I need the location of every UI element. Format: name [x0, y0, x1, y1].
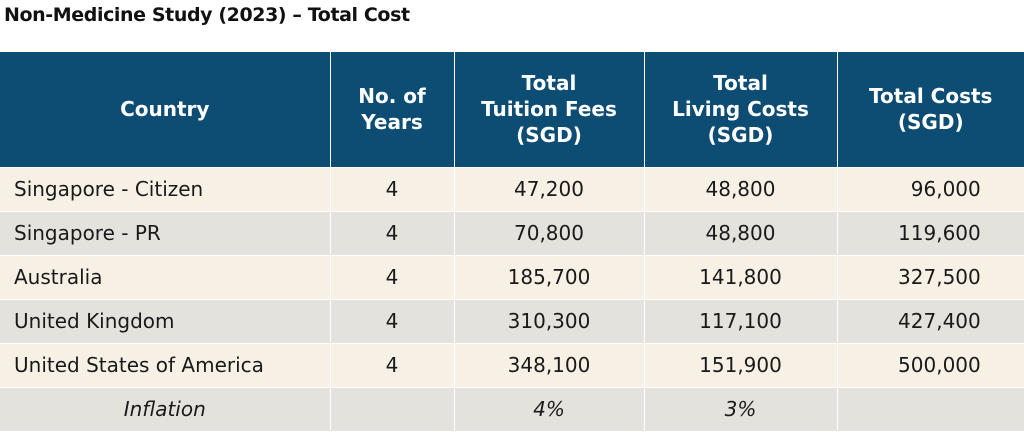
inflation-label: Inflation [0, 386, 331, 432]
table-row: United States of America 4 348,100 151,9… [0, 342, 1024, 388]
living-cell: 48,800 [643, 210, 838, 256]
header-line: (SGD) [897, 110, 964, 135]
years-cell: 4 [329, 210, 455, 256]
tuition-cell: 70,800 [453, 210, 645, 256]
living-cell: 48,800 [643, 166, 838, 212]
tuition-cell: 310,300 [453, 298, 645, 344]
years-cell: 4 [329, 254, 455, 300]
total-cell: 96,000 [836, 166, 1024, 212]
header-line: Total Costs [869, 84, 993, 109]
table-row: Singapore - PR 4 70,800 48,800 119,600 [0, 210, 1024, 256]
living-cell: 117,100 [643, 298, 838, 344]
header-row: Country No. of Years Total Tuition Fees … [0, 52, 1024, 167]
inflation-row: Inflation 4% 3% [0, 386, 1024, 432]
cost-table: Country No. of Years Total Tuition Fees … [0, 52, 1024, 432]
total-value: 500,000 [898, 353, 981, 377]
total-value: 427,400 [898, 309, 981, 333]
country-cell: United States of America [0, 342, 331, 388]
table-title: Non-Medicine Study (2023) – Total Cost [4, 4, 410, 26]
total-cell: 427,400 [836, 298, 1024, 344]
header-line: (SGD) [516, 123, 582, 148]
country-cell: Australia [0, 254, 331, 300]
header-line: (SGD) [707, 123, 774, 148]
header-line: Total [521, 71, 577, 96]
country-cell: Singapore - PR [0, 210, 331, 256]
years-cell: 4 [329, 342, 455, 388]
table-row: Singapore - Citizen 4 47,200 48,800 96,0… [0, 166, 1024, 212]
total-cell: 327,500 [836, 254, 1024, 300]
header-line: Country [120, 97, 210, 122]
years-cell: 4 [329, 166, 455, 212]
total-cell: 500,000 [836, 342, 1024, 388]
country-cell: United Kingdom [0, 298, 331, 344]
header-total: Total Costs (SGD) [836, 52, 1024, 167]
total-cell: 119,600 [836, 210, 1024, 256]
table-row: United Kingdom 4 310,300 117,100 427,400 [0, 298, 1024, 344]
total-cell [836, 386, 1024, 432]
header-years: No. of Years [329, 52, 455, 167]
header-country: Country [0, 52, 331, 167]
total-value: 119,600 [898, 221, 981, 245]
header-line: Years [361, 110, 423, 135]
living-cell: 151,900 [643, 342, 838, 388]
years-cell [329, 386, 455, 432]
living-cell: 141,800 [643, 254, 838, 300]
header-line: Total [713, 71, 768, 96]
years-cell: 4 [329, 298, 455, 344]
header-line: No. of [358, 84, 426, 109]
tuition-inflation: 4% [453, 386, 645, 432]
tuition-cell: 47,200 [453, 166, 645, 212]
total-value: 96,000 [910, 177, 981, 201]
tuition-cell: 348,100 [453, 342, 645, 388]
header-line: Tuition Fees [481, 97, 617, 122]
table-row: Australia 4 185,700 141,800 327,500 [0, 254, 1024, 300]
header-living: Total Living Costs (SGD) [643, 52, 838, 167]
country-cell: Singapore - Citizen [0, 166, 331, 212]
header-tuition: Total Tuition Fees (SGD) [453, 52, 645, 167]
tuition-cell: 185,700 [453, 254, 645, 300]
total-value: 327,500 [898, 265, 981, 289]
header-line: Living Costs [672, 97, 809, 122]
living-inflation: 3% [643, 386, 838, 432]
